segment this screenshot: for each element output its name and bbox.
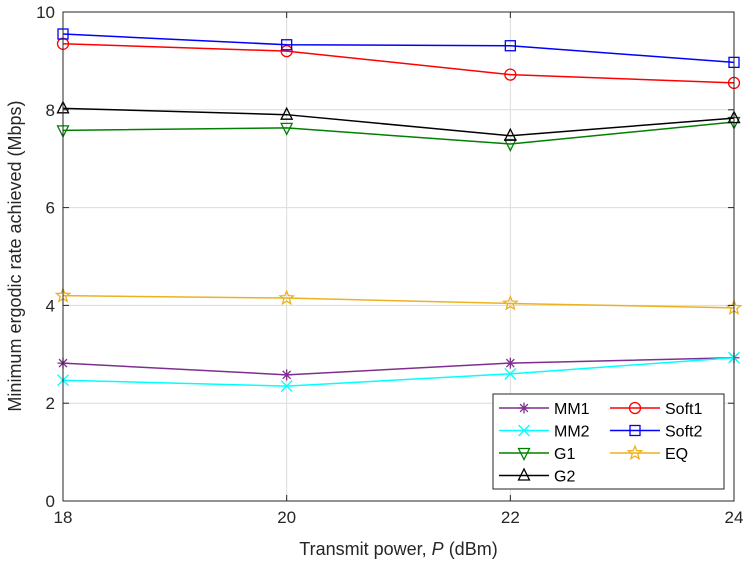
data-point-soft2: [504, 40, 516, 52]
legend-label: G1: [554, 446, 575, 463]
series-g2: [56, 100, 741, 141]
y-tick-label: 6: [46, 199, 55, 218]
series-line-eq: [62, 294, 735, 309]
data-point-g1: [503, 138, 517, 152]
data-point-soft1: [504, 68, 517, 81]
x-tick-label: 18: [54, 508, 73, 527]
legend-label: Soft1: [665, 401, 702, 418]
x-axis-label-prefix: Transmit power,: [299, 539, 431, 559]
y-axis-label: Minimum ergodic rate achieved (Mbps): [5, 100, 25, 411]
grid: [63, 12, 734, 501]
data-point-soft2: [281, 39, 293, 51]
data-point-mm2: [504, 367, 517, 380]
data-point-mm2: [280, 380, 293, 393]
series-line-g2: [62, 107, 735, 137]
plot-frame: [62, 11, 735, 502]
legend-label: EQ: [665, 446, 688, 463]
series-line-mm2: [62, 356, 735, 387]
legend-label: G2: [554, 469, 575, 486]
y-tick-label: 0: [46, 492, 55, 511]
data-point-soft1: [280, 44, 293, 58]
legend-marker: [517, 447, 531, 461]
legend-marker: [518, 424, 530, 437]
legend-item-soft1: Soft1: [610, 401, 702, 418]
legend-item-mm1: MM1: [499, 401, 590, 418]
data-point-eq: [278, 289, 296, 306]
x-axis-label-suffix: (dBm): [444, 539, 498, 559]
data-point-mm1: [504, 357, 516, 369]
legend-item-g1: G1: [499, 446, 575, 463]
legend-item-soft2: Soft2: [610, 424, 702, 441]
data-point-g1: [280, 122, 294, 136]
legend-item-mm2: MM2: [499, 424, 590, 441]
y-tick-label: 10: [36, 3, 55, 22]
series-line-soft2: [62, 33, 735, 64]
legend-label: MM1: [554, 401, 590, 418]
x-tick-label: 24: [725, 508, 744, 527]
x-axis-label: Transmit power, P (dBm): [299, 539, 497, 559]
legend-item-g2: G2: [499, 467, 575, 486]
series-line-soft1: [62, 43, 735, 84]
legend-marker: [628, 401, 642, 415]
legend-marker: [517, 467, 531, 481]
x-axis-label-var: P: [432, 539, 444, 559]
legend-marker: [626, 444, 644, 461]
legend-box: [492, 393, 725, 490]
data-point-mm1: [281, 369, 293, 381]
y-tick-label: 4: [46, 296, 55, 315]
legend-item-eq: EQ: [610, 444, 688, 463]
data-point-g2: [503, 127, 517, 141]
y-tick-label: 8: [46, 101, 55, 120]
series-group: [54, 28, 743, 393]
legend-marker: [518, 402, 530, 414]
y-tick-label: 2: [46, 394, 55, 413]
legend: MM1 Soft1 MM2 Soft2 G1 EQ G2: [492, 393, 725, 490]
legend-label: MM2: [554, 424, 590, 441]
legend-label: Soft2: [665, 424, 702, 441]
x-tick-label: 20: [277, 508, 296, 527]
series-line-g1: [62, 121, 735, 145]
x-tick-label: 22: [501, 508, 520, 527]
data-point-eq: [501, 294, 519, 311]
series-line-mm1: [62, 356, 735, 376]
legend-marker: [629, 424, 641, 437]
data-point-g2: [280, 106, 294, 120]
